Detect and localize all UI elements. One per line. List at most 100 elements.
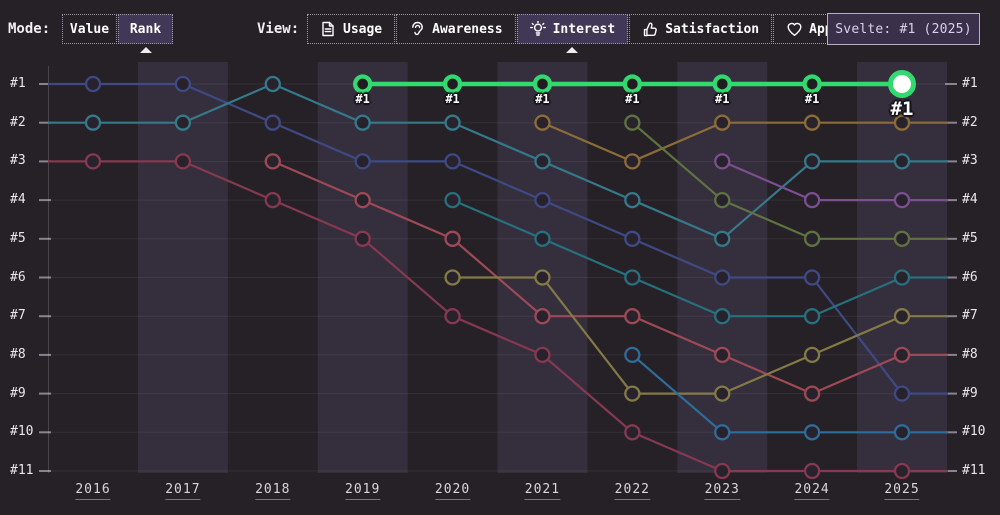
series-point-series-teal-2017[interactable]: [174, 114, 192, 131]
series-point-series-red-2023[interactable]: [714, 346, 731, 364]
x-axis-label-2019[interactable]: 2019: [345, 482, 381, 500]
series-point-series-red-2021[interactable]: [534, 308, 551, 325]
series-point-series-red-2025[interactable]: [893, 346, 911, 364]
series-point-series-teal-2018[interactable]: [264, 75, 281, 93]
series-point-series-crimson-2017[interactable]: [174, 153, 192, 170]
x-axis-label-2025[interactable]: 2025: [884, 482, 920, 500]
series-point-series-cyan-2023[interactable]: [714, 308, 731, 325]
series-point-series-darkgreen-2025[interactable]: [893, 230, 911, 247]
series-point-Svelte-2020[interactable]: [442, 74, 463, 94]
x-axis-label-2022[interactable]: 2022: [614, 482, 650, 500]
series-point-series-orange-2023[interactable]: [714, 114, 731, 131]
series-point-series-red-2020[interactable]: [444, 230, 461, 247]
series-point-series-teal-2022[interactable]: [624, 191, 641, 209]
series-point-series-cyan-2025[interactable]: [893, 269, 911, 286]
series-point-series-teal-2019[interactable]: [354, 114, 371, 131]
y-axis-label-left-11: #11: [10, 463, 34, 478]
x-axis-label-2024[interactable]: 2024: [794, 482, 830, 500]
mode-button-value[interactable]: Value: [62, 14, 117, 44]
series-point-series-orange-2025[interactable]: [893, 114, 911, 131]
series-point-series-darkgreen-2023[interactable]: [714, 191, 731, 209]
series-point-series-blue-2018[interactable]: [264, 114, 281, 131]
series-line-series-blue[interactable]: [48, 82, 948, 395]
x-axis-label-2018[interactable]: 2018: [255, 482, 291, 500]
series-point-series-crimson-2020[interactable]: [444, 308, 461, 325]
series-point-series-red-2018[interactable]: [264, 153, 281, 170]
series-point-series-olive-2024[interactable]: [803, 346, 821, 364]
series-line-series-teal[interactable]: [48, 82, 948, 240]
view-button-label: Usage: [343, 21, 383, 37]
series-point-series-blue-2024[interactable]: [803, 269, 821, 286]
series-point-series-darkgreen-2024[interactable]: [803, 230, 821, 247]
series-point-series-blue-2025[interactable]: [893, 385, 911, 402]
series-point-series-orange-2024[interactable]: [803, 114, 821, 131]
series-point-series-crimson-2025[interactable]: [893, 462, 911, 480]
series-point-series-red-2022[interactable]: [624, 308, 641, 325]
series-point-series-blue-2023[interactable]: [714, 269, 731, 286]
series-point-series-teal-2016[interactable]: [84, 114, 102, 131]
series-point-series-purple-2025[interactable]: [893, 191, 911, 209]
series-point-series-crimson-2024[interactable]: [803, 462, 821, 480]
series-point-series-red-2019[interactable]: [354, 191, 371, 209]
series-point-Svelte-2021[interactable]: [532, 74, 553, 94]
series-point-series-orange-2022[interactable]: [624, 153, 641, 170]
y-axis-label-left-1: #1: [10, 76, 26, 91]
x-axis-label-2020[interactable]: 2020: [434, 482, 471, 500]
series-point-series-teal-2024[interactable]: [803, 153, 821, 170]
series-point-series-steelblue-2025[interactable]: [893, 424, 911, 441]
series-point-series-crimson-2021[interactable]: [534, 346, 551, 364]
series-point-series-blue-2021[interactable]: [534, 191, 551, 209]
point-label-Svelte-2025: #1: [890, 98, 914, 120]
series-point-series-crimson-2022[interactable]: [624, 424, 641, 441]
series-point-series-purple-2024[interactable]: [803, 191, 821, 209]
y-axis-label-right-8: #8: [962, 346, 978, 362]
series-point-series-olive-2023[interactable]: [714, 385, 731, 402]
series-point-Svelte-2022[interactable]: [622, 74, 642, 94]
x-axis-label-2021[interactable]: 2021: [524, 482, 561, 500]
view-button-satisfaction[interactable]: Satisfaction: [629, 14, 773, 44]
series-point-Svelte-2019[interactable]: [353, 74, 373, 94]
series-line-series-crimson[interactable]: [48, 160, 948, 473]
x-axis-label-2016[interactable]: 2016: [75, 482, 111, 500]
series-point-series-red-2024[interactable]: [803, 385, 821, 402]
series-point-series-teal-2023[interactable]: [714, 230, 731, 247]
series-point-series-olive-2021[interactable]: [534, 269, 551, 286]
series-point-Svelte-2025[interactable]: [888, 70, 916, 98]
series-point-series-blue-2016[interactable]: [84, 75, 102, 93]
series-line-series-purple[interactable]: [721, 160, 948, 202]
series-point-series-crimson-2016[interactable]: [84, 153, 102, 170]
x-axis-label-2023[interactable]: 2023: [704, 482, 740, 500]
series-point-series-orange-2021[interactable]: [534, 114, 551, 131]
series-point-Svelte-2024[interactable]: [802, 74, 822, 94]
view-button-label: Satisfaction: [665, 21, 760, 37]
series-point-series-crimson-2023[interactable]: [714, 462, 731, 480]
series-point-series-crimson-2018[interactable]: [264, 191, 281, 209]
series-point-series-olive-2022[interactable]: [624, 385, 641, 402]
series-point-series-steelblue-2023[interactable]: [714, 424, 731, 441]
series-point-series-steelblue-2022[interactable]: [624, 346, 641, 364]
series-point-series-cyan-2021[interactable]: [534, 230, 551, 247]
series-point-series-blue-2019[interactable]: [354, 153, 371, 170]
series-point-series-cyan-2022[interactable]: [624, 269, 641, 286]
series-point-series-blue-2017[interactable]: [174, 75, 192, 93]
series-point-series-blue-2020[interactable]: [444, 153, 461, 170]
series-point-series-teal-2020[interactable]: [444, 114, 461, 131]
series-point-series-purple-2023[interactable]: [714, 153, 731, 170]
mode-button-rank[interactable]: Rank: [118, 14, 173, 53]
series-point-series-blue-2022[interactable]: [624, 230, 641, 247]
series-point-series-olive-2025[interactable]: [893, 308, 911, 325]
series-point-series-darkgreen-2022[interactable]: [624, 114, 641, 131]
x-axis-label-2017[interactable]: 2017: [165, 482, 201, 500]
series-point-series-olive-2020[interactable]: [444, 269, 461, 286]
series-point-series-cyan-2024[interactable]: [803, 308, 821, 325]
y-axis-label-right-1: #1: [962, 76, 978, 91]
series-point-series-steelblue-2024[interactable]: [803, 424, 821, 441]
series-point-series-teal-2025[interactable]: [893, 153, 911, 170]
series-point-series-cyan-2020[interactable]: [444, 191, 461, 209]
series-point-series-teal-2021[interactable]: [534, 153, 551, 170]
series-point-series-crimson-2019[interactable]: [354, 230, 371, 247]
view-button-awareness[interactable]: Awareness: [396, 14, 516, 44]
series-point-Svelte-2023[interactable]: [712, 74, 732, 94]
view-button-interest[interactable]: Interest: [516, 14, 629, 53]
view-button-usage[interactable]: Usage: [307, 14, 396, 44]
